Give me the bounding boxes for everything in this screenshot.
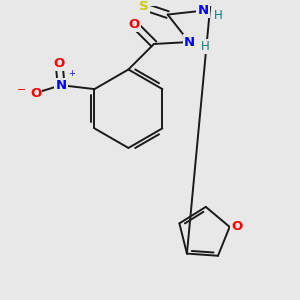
Text: +: +	[68, 69, 75, 78]
Text: −: −	[16, 85, 26, 95]
Text: S: S	[139, 0, 149, 13]
Text: N: N	[184, 35, 195, 49]
Text: O: O	[129, 18, 140, 31]
Text: H: H	[201, 40, 209, 53]
Text: O: O	[30, 86, 41, 100]
Text: O: O	[231, 220, 242, 233]
Text: N: N	[56, 79, 67, 92]
Text: N: N	[197, 4, 208, 17]
Text: O: O	[53, 57, 65, 70]
Text: H: H	[214, 9, 223, 22]
